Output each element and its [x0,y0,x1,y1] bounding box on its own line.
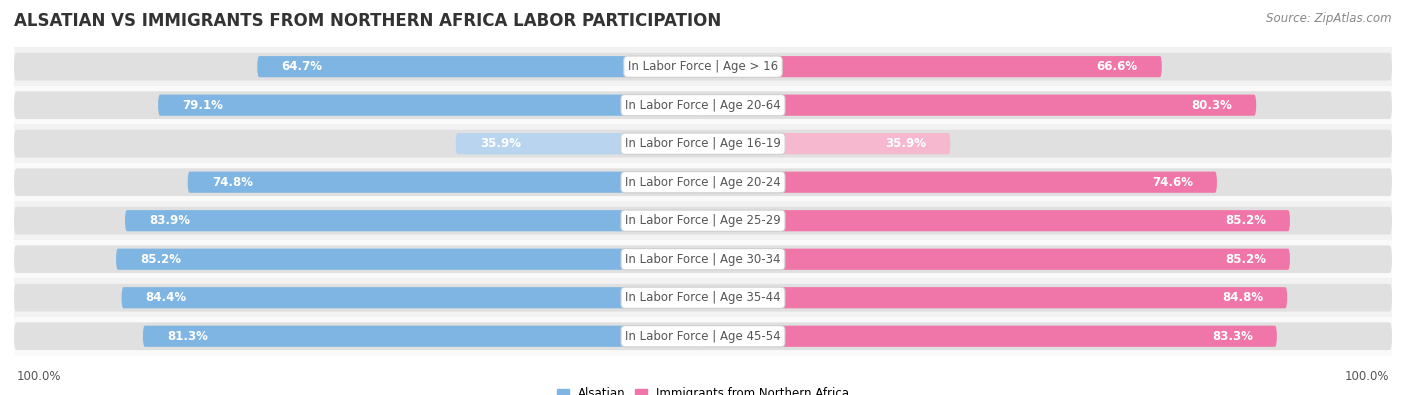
FancyBboxPatch shape [14,322,1392,350]
FancyBboxPatch shape [703,210,1289,231]
FancyBboxPatch shape [14,284,1392,312]
FancyBboxPatch shape [703,94,1256,116]
Bar [14,163,1392,201]
FancyBboxPatch shape [703,171,1218,193]
Text: 64.7%: 64.7% [281,60,322,73]
FancyBboxPatch shape [187,171,703,193]
FancyBboxPatch shape [143,325,703,347]
FancyBboxPatch shape [14,245,1392,273]
Text: 81.3%: 81.3% [167,330,208,343]
FancyBboxPatch shape [703,248,1289,270]
Text: In Labor Force | Age 30-34: In Labor Force | Age 30-34 [626,253,780,266]
Text: In Labor Force | Age 16-19: In Labor Force | Age 16-19 [626,137,780,150]
Text: 84.4%: 84.4% [146,291,187,304]
FancyBboxPatch shape [14,130,1392,158]
Text: 66.6%: 66.6% [1097,60,1137,73]
FancyBboxPatch shape [121,287,703,308]
FancyBboxPatch shape [703,325,1277,347]
Text: In Labor Force | Age 20-24: In Labor Force | Age 20-24 [626,176,780,189]
Text: In Labor Force | Age 25-29: In Labor Force | Age 25-29 [626,214,780,227]
Text: In Labor Force | Age 45-54: In Labor Force | Age 45-54 [626,330,780,343]
Bar [14,240,1392,278]
Text: In Labor Force | Age > 16: In Labor Force | Age > 16 [628,60,778,73]
Bar [14,317,1392,356]
FancyBboxPatch shape [703,287,1288,308]
FancyBboxPatch shape [117,248,703,270]
Text: 85.2%: 85.2% [1225,253,1265,266]
Text: 100.0%: 100.0% [1344,370,1389,383]
FancyBboxPatch shape [703,133,950,154]
FancyBboxPatch shape [125,210,703,231]
Bar [14,201,1392,240]
Bar [14,86,1392,124]
FancyBboxPatch shape [157,94,703,116]
Text: 74.6%: 74.6% [1152,176,1192,189]
FancyBboxPatch shape [14,168,1392,196]
FancyBboxPatch shape [14,91,1392,119]
Text: 83.3%: 83.3% [1212,330,1253,343]
Text: 85.2%: 85.2% [1225,214,1265,227]
FancyBboxPatch shape [703,56,1161,77]
FancyBboxPatch shape [14,53,1392,81]
Text: 35.9%: 35.9% [886,137,927,150]
FancyBboxPatch shape [456,133,703,154]
Text: 83.9%: 83.9% [149,214,190,227]
Bar [14,124,1392,163]
Text: 35.9%: 35.9% [479,137,520,150]
Text: 79.1%: 79.1% [183,99,224,112]
Text: ALSATIAN VS IMMIGRANTS FROM NORTHERN AFRICA LABOR PARTICIPATION: ALSATIAN VS IMMIGRANTS FROM NORTHERN AFR… [14,12,721,30]
Legend: Alsatian, Immigrants from Northern Africa: Alsatian, Immigrants from Northern Afric… [553,383,853,395]
Text: 85.2%: 85.2% [141,253,181,266]
Text: 100.0%: 100.0% [17,370,62,383]
Text: Source: ZipAtlas.com: Source: ZipAtlas.com [1267,12,1392,25]
Bar [14,47,1392,86]
Bar [14,278,1392,317]
Text: In Labor Force | Age 20-64: In Labor Force | Age 20-64 [626,99,780,112]
Text: 84.8%: 84.8% [1222,291,1263,304]
Text: 80.3%: 80.3% [1191,99,1232,112]
FancyBboxPatch shape [14,207,1392,235]
Text: 74.8%: 74.8% [212,176,253,189]
FancyBboxPatch shape [257,56,703,77]
Text: In Labor Force | Age 35-44: In Labor Force | Age 35-44 [626,291,780,304]
